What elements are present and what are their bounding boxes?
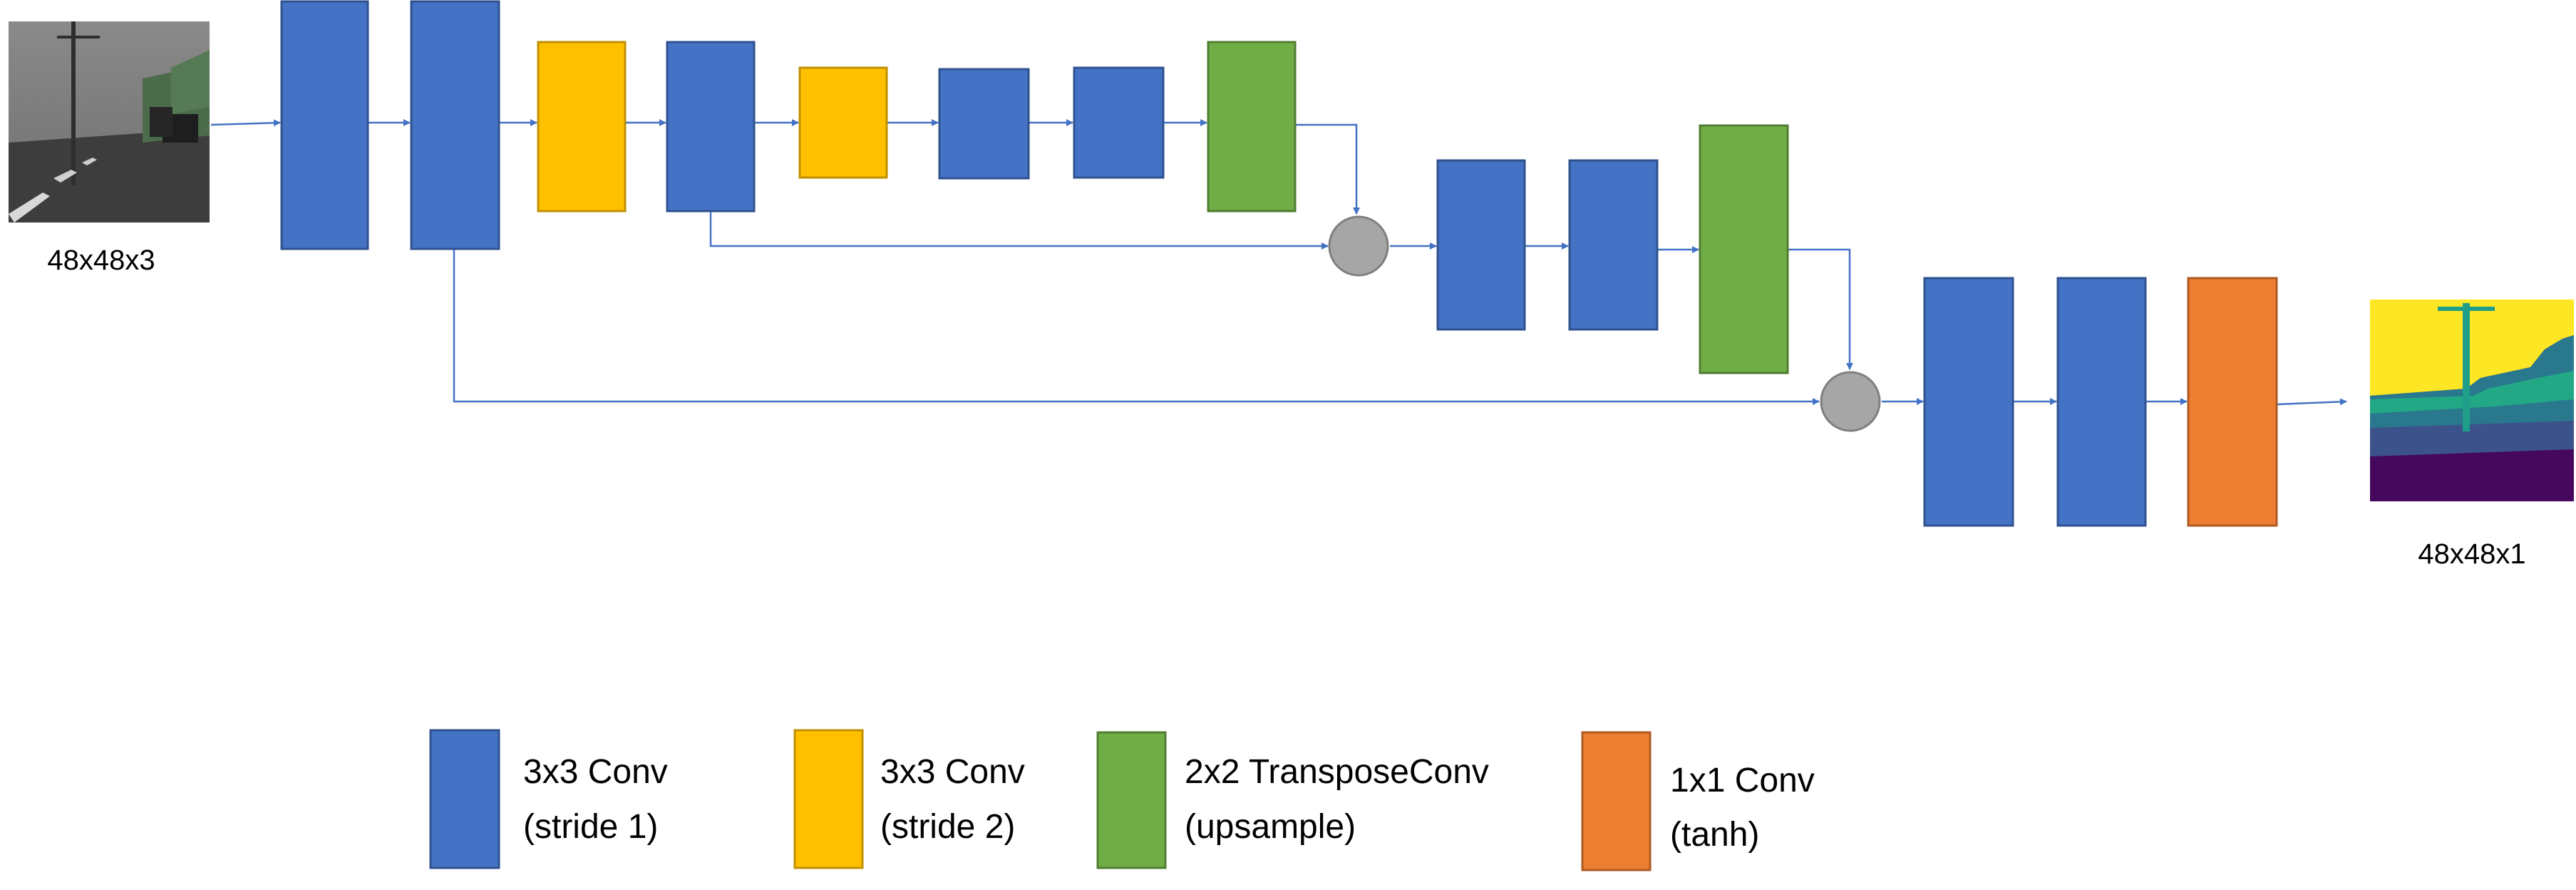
legend-swatch-conv3x3-stride2 — [793, 729, 864, 869]
arrow — [709, 212, 1329, 250]
conv3x3-stride1-block — [2056, 277, 2147, 527]
conv3x3-stride1-block — [1073, 66, 1165, 179]
arrow — [1788, 248, 1853, 370]
output-size-label: 48x48x1 — [2418, 538, 2525, 570]
arrow — [1295, 123, 1360, 215]
arrow — [210, 119, 281, 127]
conv3x3-stride1-block — [1923, 277, 2014, 527]
conv3x3-stride1-block — [1436, 159, 1526, 331]
merge-node — [1820, 371, 1881, 432]
transpose-conv-block — [1207, 41, 1297, 213]
conv3x3-stride2-block — [537, 41, 627, 213]
conv3x3-stride1-block — [410, 0, 500, 250]
legend: 3x3 Conv (stride 1) 3x3 Conv (stride 2) … — [429, 729, 1815, 871]
arrow — [2276, 398, 2347, 406]
legend-label-line2: (stride 2) — [880, 808, 1015, 846]
conv3x3-stride1-block — [666, 41, 756, 213]
legend-swatch-conv1x1-tanh — [1581, 731, 1652, 871]
conv3x3-stride1-block — [938, 68, 1030, 180]
legend-label-line1: 1x1 Conv — [1670, 762, 1815, 799]
conv3x3-stride2-block — [798, 66, 888, 179]
conv3x3-stride1-block — [1568, 159, 1659, 331]
legend-label-line2: (stride 1) — [523, 808, 658, 846]
conv3x3-stride1-block — [280, 0, 369, 250]
output-image — [2370, 300, 2574, 501]
arrow — [453, 250, 1820, 405]
transpose-conv-block — [1699, 124, 1789, 374]
input-size-label: 48x48x3 — [47, 245, 155, 276]
legend-label-line2: (upsample) — [1185, 808, 1356, 846]
merge-node — [1328, 215, 1389, 277]
legend-label-line2: (tanh) — [1670, 816, 1759, 854]
legend-swatch-conv3x3-stride1 — [429, 729, 500, 869]
input-image — [9, 21, 210, 222]
legend-swatch-transpose-conv — [1096, 731, 1167, 869]
legend-label-line1: 2x2 TransposeConv — [1185, 753, 1489, 791]
legend-label-line1: 3x3 Conv — [523, 753, 668, 791]
conv1x1-tanh-block — [2187, 277, 2278, 527]
legend-label-line1: 3x3 Conv — [880, 753, 1025, 791]
